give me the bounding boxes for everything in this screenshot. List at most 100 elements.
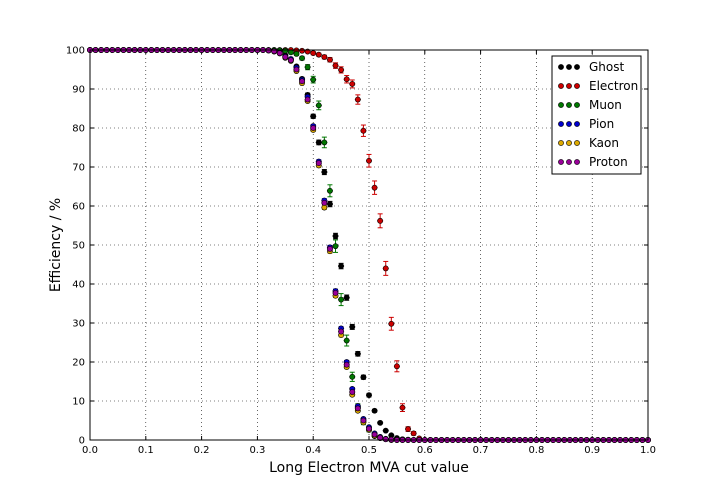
data-point	[282, 47, 289, 54]
legend-marker	[566, 140, 572, 146]
legend-marker	[566, 102, 572, 108]
data-point	[332, 233, 339, 239]
legend-label: Pion	[589, 117, 614, 131]
data-point	[299, 55, 305, 62]
y-tick-label: 10	[72, 397, 85, 408]
data-point	[310, 76, 317, 83]
data-point	[282, 54, 289, 60]
data-point	[360, 417, 367, 424]
legend-marker	[558, 102, 564, 108]
y-tick-label: 60	[72, 202, 85, 213]
plot-frame	[89, 49, 649, 441]
data-point	[338, 328, 344, 335]
data-point	[321, 139, 328, 146]
legend-label: Proton	[589, 155, 628, 169]
legend-item-kaon: Kaon	[558, 136, 619, 150]
data-point	[304, 64, 311, 71]
legend-marker	[558, 159, 564, 165]
data-point	[405, 426, 411, 432]
y-tick-label: 0	[79, 436, 85, 447]
data-point	[338, 296, 344, 303]
legend-label: Ghost	[589, 60, 624, 74]
x-tick-label: 0.8	[528, 445, 544, 456]
x-tick-label: 0.3	[249, 445, 265, 456]
legend-marker	[558, 121, 564, 127]
x-tick-label: 0.9	[584, 445, 600, 456]
data-point	[343, 337, 350, 344]
y-tick-label: 30	[72, 319, 85, 330]
legend-item-pion: Pion	[558, 117, 614, 131]
data-point	[399, 404, 406, 411]
data-point	[315, 51, 322, 58]
legend-marker	[574, 83, 580, 89]
data-point	[327, 201, 333, 207]
x-tick-label: 0.1	[138, 445, 154, 456]
data-point	[377, 419, 384, 426]
data-point	[360, 127, 367, 134]
data-point	[299, 78, 305, 85]
data-point	[315, 160, 322, 166]
data-point	[382, 427, 389, 434]
data-point	[287, 57, 294, 64]
data-point	[332, 62, 339, 69]
x-tick-label: 0.2	[194, 445, 210, 456]
data-point	[349, 323, 356, 330]
data-point	[410, 430, 417, 437]
data-point	[371, 184, 378, 191]
y-axis-title: Efficiency / %	[48, 198, 64, 292]
legend-marker	[566, 83, 572, 89]
legend-box	[551, 55, 642, 175]
data-point	[343, 361, 350, 368]
data-point	[366, 425, 372, 432]
data-point	[349, 81, 356, 87]
data-point	[327, 56, 333, 63]
data-point	[366, 157, 372, 164]
y-tick-label: 80	[72, 124, 85, 135]
legend-marker	[574, 102, 580, 108]
x-axis-ticks: 0.0 0.1 0.2 0.3 0.4 0.5 0.6 0.7 0.8 0.9 1.0	[82, 50, 656, 456]
data-point	[354, 350, 361, 357]
legend-marker	[574, 159, 580, 165]
y-tick-label: 20	[72, 358, 85, 369]
legend-marker	[574, 140, 580, 146]
legend-marker	[574, 121, 580, 127]
x-tick-label: 0.6	[417, 445, 433, 456]
legend-marker	[574, 64, 580, 70]
data-point	[332, 243, 339, 250]
legend-label: Kaon	[589, 136, 619, 150]
legend-marker	[566, 159, 572, 165]
data-point	[321, 54, 328, 60]
data-point	[293, 66, 300, 73]
legend-item-electron: Electron	[558, 79, 638, 93]
data-point	[354, 405, 361, 412]
data-point	[382, 436, 389, 443]
legend-label: Muon	[589, 98, 622, 112]
data-point	[310, 113, 317, 120]
data-point	[310, 50, 317, 57]
data-point	[338, 66, 344, 73]
data-point	[332, 290, 339, 296]
data-point	[304, 96, 311, 103]
data-point	[271, 48, 278, 55]
data-point	[276, 50, 283, 57]
y-tick-label: 40	[72, 280, 85, 291]
data-point	[315, 102, 322, 109]
data-point	[293, 51, 300, 57]
data-point	[393, 363, 400, 370]
legend-marker	[566, 121, 572, 127]
data-point	[327, 245, 333, 252]
x-tick-label: 0.7	[473, 445, 489, 456]
legend-marker	[558, 140, 564, 146]
legend-marker	[566, 64, 572, 70]
y-tick-label: 90	[72, 85, 85, 96]
data-point	[371, 407, 378, 414]
y-axis-ticks: 0 10 20 30 40 50 60 70 80 90 100	[66, 46, 648, 447]
data-point	[371, 431, 378, 438]
legend-item-ghost: Ghost	[558, 60, 624, 74]
x-axis-title: Long Electron MVA cut value	[269, 460, 469, 476]
data-point	[327, 187, 333, 194]
data-point	[360, 374, 367, 381]
legend: Ghost Electron Muon Pion Kaon Proton	[551, 55, 642, 175]
x-tick-label: 0.0	[82, 445, 98, 456]
